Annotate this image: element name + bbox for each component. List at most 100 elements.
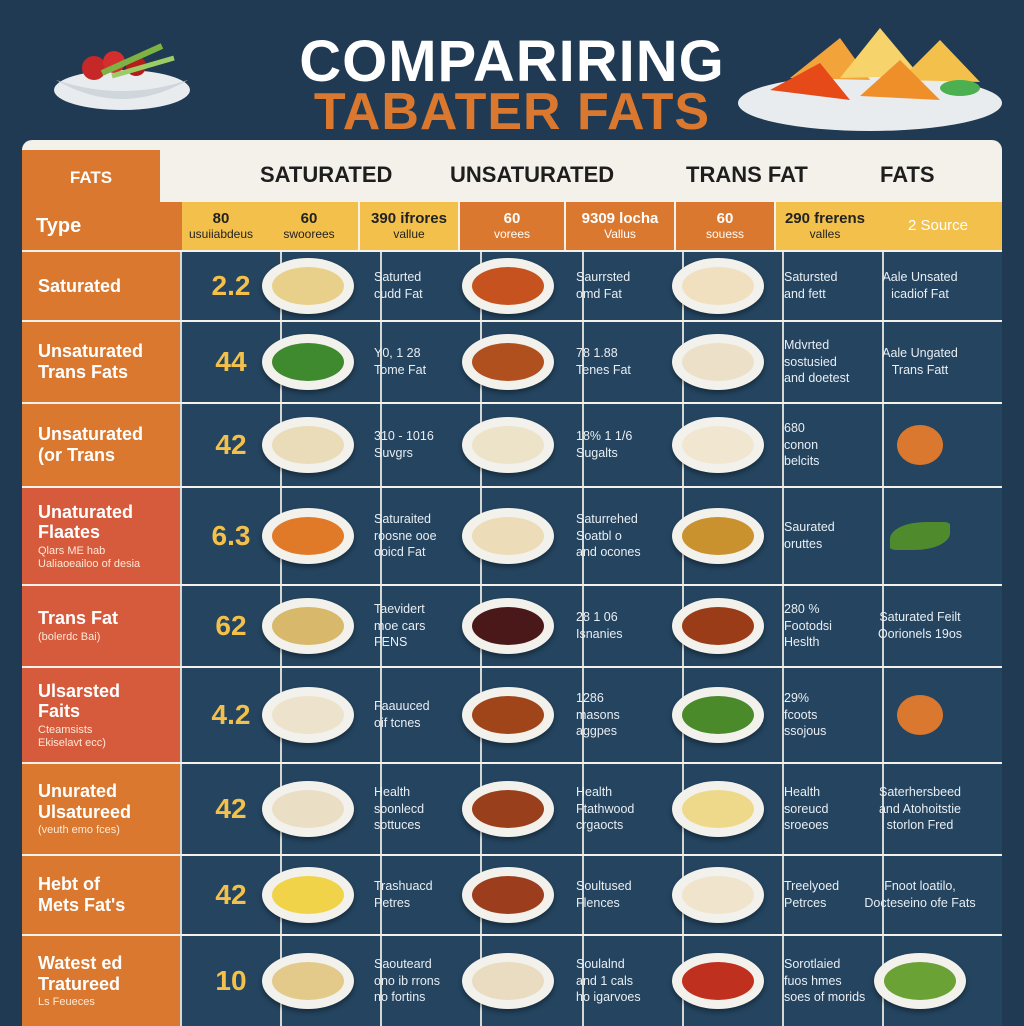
subheader-4: 60 vorees [460,202,564,250]
subheader-3: 390 ifrores vallue [360,202,458,250]
salad-bowl-illustration [54,43,190,110]
food-plate [672,598,764,654]
row-label: Trans Fat (bolerdc Bai) [22,586,180,666]
cell-text: Saurated oruttes [784,520,835,551]
cell-text: Trashuacd Petres [374,879,433,910]
column-header-saturated: SATURATED [260,162,393,187]
column-divider [582,586,584,666]
column-divider [380,586,382,666]
column-divider [882,668,884,762]
column-header-unsaturated: UNSATURATED [450,162,615,187]
food-plate [462,258,554,314]
column-divider [782,856,784,934]
row-label-text: Saturated [38,275,122,296]
page-title-line1: COMPARIRING [299,29,725,94]
column-divider [582,488,584,584]
table-row: Unsaturated Trans Fats 44 Y0, 1 28 Tome Fat 7… [22,320,1002,402]
row-label: Hebt of Mets Fat's [22,856,180,934]
source-cell: Saterhersbeed and Atohoitstie storlon Fred [878,784,961,833]
subheader-2: 60 swoorees [260,202,358,250]
food-item [682,426,754,464]
row-label-text: Trans Fat [38,608,119,629]
cell-text: Health Ftathwood crgaocts [576,784,635,833]
food-item [682,517,754,555]
source-cell [860,936,980,1026]
cell-text: Saturrehed Soatbl o and ocones [576,511,641,560]
column-divider [582,936,584,1026]
row-label-subtext: Qlars ME hab Ualiaoeailoo of desia [38,545,141,570]
row-label: Unurated Ulsatureed (veuth emo fces) [22,764,180,854]
cell-text: Faauuced oif tcnes [374,699,430,730]
cheese-platter-illustration [738,28,1002,131]
food-item [472,426,544,464]
table-row: Unsaturated (or Trans 42 310 - 1016 Suvgrs 18… [22,402,1002,486]
cell-text: Taevidert moe cars FENS [374,601,426,650]
table-row: Hebt of Mets Fat's 42 Trashuacd Petres Soultu… [22,854,1002,934]
column-divider [380,322,382,402]
row-label-subtext: Cteamsists Ekiselavt ecc) [38,724,106,749]
source-cell: Aale Ungated Trans Fatt [882,346,958,377]
column-divider [180,488,182,584]
food-plate [672,867,764,923]
cell-text: 310 - 1016 Suvgrs [374,429,434,460]
row-value: 6.3 [211,520,251,551]
cell-text: 680 conon belcits [784,420,820,469]
column-divider [782,668,784,762]
column-divider [380,488,382,584]
column-divider [882,586,884,666]
food-item [272,343,344,381]
food-plate [262,781,354,837]
column-divider [782,936,784,1026]
food-plate [462,781,554,837]
column-divider [180,404,182,486]
food-item [884,962,956,1000]
type-label: Type [22,202,182,250]
cell-text: Soultused Flences [576,879,632,910]
table-row: Saturated 2.2 Saturted cudd Fat Saurrsted omd… [22,250,1002,320]
table-row: Trans Fat (bolerdc Bai) 62 Taevidert moe car… [22,584,1002,666]
row-label-text: Unsaturated Trans Fats [38,341,144,382]
column-divider [180,936,182,1026]
food-item [272,790,344,828]
food-item [472,343,544,381]
row-label-text: Unurated Ulsatureed [38,780,132,822]
source-cell [860,668,980,762]
row-value: 42 [215,879,247,910]
food-plate [672,687,764,743]
cell-text: 1286 masons aggpes [576,690,620,739]
row-label: Watest ed Tratureed Ls Feueces [22,936,180,1026]
cell-text: Saouteard ono ib rrons no fortins [374,956,441,1005]
row-label: Ulsarsted Faits Cteamsists Ekiselavt ecc) [22,668,180,762]
table-row: Unurated Ulsatureed (veuth emo fces) 42 Heal… [22,762,1002,854]
column-divider [380,404,382,486]
column-divider [582,252,584,320]
food-item [272,426,344,464]
cell-text: 29% fcoots ssojous [784,690,827,739]
column-divider [782,764,784,854]
column-divider [380,252,382,320]
subheader-8: 2 Source [874,202,1002,250]
column-divider [180,668,182,762]
food-item [472,517,544,555]
row-label-subtext: (bolerdc Bai) [38,631,101,644]
row-value: 10 [215,965,247,996]
row-label: Unsaturated Trans Fats [22,322,180,402]
food-item [472,790,544,828]
cell-text: 18% 1 1/6 Sugalts [576,429,633,460]
cell-text: Mdvrted sostusied and doetest [784,337,850,386]
column-divider [782,252,784,320]
food-item [472,607,544,645]
row-value: 4.2 [211,699,251,730]
column-divider [582,322,584,402]
row-label: Saturated [22,252,180,320]
food-item [472,267,544,305]
source-cell: Saturated Feilt Oorionels 19os [877,610,963,641]
cell-text: Saturaited roosne ooe ooicd Fat [374,511,437,560]
food-item [472,876,544,914]
row-value: 42 [215,429,247,460]
food-item [682,876,754,914]
food-plate [672,953,764,1009]
table-row: Watest ed Tratureed Ls Feueces 10 Saouteard o… [22,934,1002,1026]
food-item [682,343,754,381]
column-divider [882,404,884,486]
